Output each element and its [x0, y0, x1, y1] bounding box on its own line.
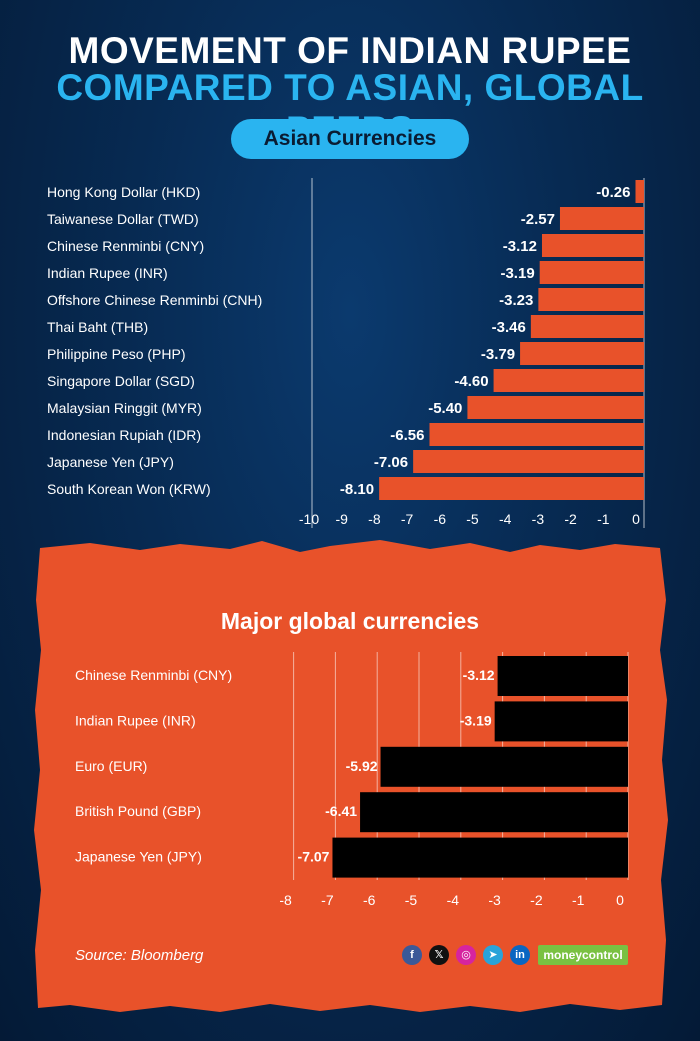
category-label-8: Malaysian Ringgit (MYR)	[47, 400, 202, 416]
category-label-9: Indonesian Rupiah (IDR)	[47, 427, 201, 443]
global-bar-3	[360, 792, 628, 833]
x-tick-7: -3	[532, 511, 545, 527]
data-label-6: -3.79	[481, 346, 515, 363]
data-label-7: -4.60	[454, 373, 488, 390]
bar-4	[538, 288, 644, 311]
global-data-label-2: -5.92	[346, 758, 378, 774]
data-label-2: -3.12	[503, 238, 537, 255]
data-label-8: -5.40	[428, 400, 462, 417]
data-label-5: -3.46	[492, 319, 526, 336]
global-x-tick-1: -7	[321, 892, 334, 908]
bar-11	[379, 477, 644, 500]
source-note: Source: Bloomberg	[75, 947, 204, 964]
category-label-4: Offshore Chinese Renminbi (CNH)	[47, 292, 262, 308]
bar-2	[541, 234, 644, 257]
data-label-3: -3.19	[500, 265, 534, 282]
category-label-3: Indian Rupee (INR)	[47, 265, 168, 281]
telegram-icon[interactable]: ➤	[483, 945, 503, 965]
x-tick-4: -6	[434, 511, 447, 527]
global-category-label-1: Indian Rupee (INR)	[75, 712, 196, 728]
data-label-1: -2.57	[521, 211, 555, 228]
global-x-tick-8: 0	[616, 892, 624, 908]
category-label-1: Taiwanese Dollar (TWD)	[47, 211, 199, 227]
asian-chart-title: Asian Currencies	[231, 119, 469, 159]
global-x-tick-3: -5	[405, 892, 418, 908]
bar-3	[539, 261, 644, 284]
global-data-label-1: -3.19	[460, 712, 492, 728]
global-category-label-2: Euro (EUR)	[75, 758, 147, 774]
bar-8	[467, 396, 644, 419]
data-label-0: -0.26	[596, 184, 630, 201]
global-data-label-3: -6.41	[325, 803, 357, 819]
x-tick-6: -4	[499, 511, 512, 527]
instagram-icon[interactable]: ◎	[456, 945, 476, 965]
global-category-label-3: British Pound (GBP)	[75, 803, 201, 819]
category-label-10: Japanese Yen (JPY)	[47, 454, 174, 470]
x-icon[interactable]: 𝕏	[429, 945, 449, 965]
category-label-5: Thai Baht (THB)	[47, 319, 148, 335]
global-x-tick-5: -3	[488, 892, 501, 908]
data-label-11: -8.10	[340, 481, 374, 498]
data-label-9: -6.56	[390, 427, 424, 444]
title-line-2: COMPARED TO ASIAN, GLOBAL PEERS	[56, 67, 644, 150]
x-tick-1: -9	[335, 511, 348, 527]
x-tick-0: -10	[299, 511, 319, 527]
global-x-tick-0: -8	[279, 892, 292, 908]
category-label-0: Hong Kong Dollar (HKD)	[47, 184, 200, 200]
x-tick-10: 0	[632, 511, 640, 527]
global-category-label-4: Japanese Yen (JPY)	[75, 849, 202, 865]
global-bar-4	[332, 837, 628, 878]
bar-1	[559, 207, 644, 230]
global-category-label-0: Chinese Renminbi (CNY)	[75, 667, 232, 683]
global-data-label-0: -3.12	[463, 667, 495, 683]
global-x-tick-7: -1	[572, 892, 585, 908]
bar-10	[413, 450, 644, 473]
x-tick-3: -7	[401, 511, 414, 527]
title-line-1: MOVEMENT OF INDIAN RUPEE	[68, 30, 632, 71]
global-x-tick-4: -4	[447, 892, 460, 908]
x-tick-5: -5	[466, 511, 479, 527]
x-tick-8: -2	[564, 511, 577, 527]
x-tick-9: -1	[597, 511, 610, 527]
global-data-label-4: -7.07	[298, 849, 330, 865]
bar-5	[530, 315, 644, 338]
brand-logo: moneycontrol	[538, 945, 628, 965]
category-label-2: Chinese Renminbi (CNY)	[47, 238, 204, 254]
bar-7	[493, 369, 644, 392]
facebook-icon[interactable]: f	[402, 945, 422, 965]
linkedin-icon[interactable]: in	[510, 945, 530, 965]
global-bar-1	[494, 701, 628, 742]
bar-6	[520, 342, 644, 365]
category-label-11: South Korean Won (KRW)	[47, 481, 211, 497]
global-chart-title: Major global currencies	[220, 608, 480, 634]
global-bar-2	[380, 746, 628, 787]
x-tick-2: -8	[368, 511, 381, 527]
global-bar-0	[497, 656, 628, 696]
bar-9	[429, 423, 644, 446]
global-x-tick-6: -2	[530, 892, 543, 908]
data-label-10: -7.06	[374, 454, 408, 471]
data-label-4: -3.23	[499, 292, 533, 309]
bar-0	[635, 180, 644, 203]
category-label-6: Philippine Peso (PHP)	[47, 346, 186, 362]
asian-currencies-chart: Hong Kong Dollar (HKD) -0.26 Taiwanese Dol…	[47, 180, 644, 527]
category-label-7: Singapore Dollar (SGD)	[47, 373, 195, 389]
global-x-tick-2: -6	[363, 892, 376, 908]
